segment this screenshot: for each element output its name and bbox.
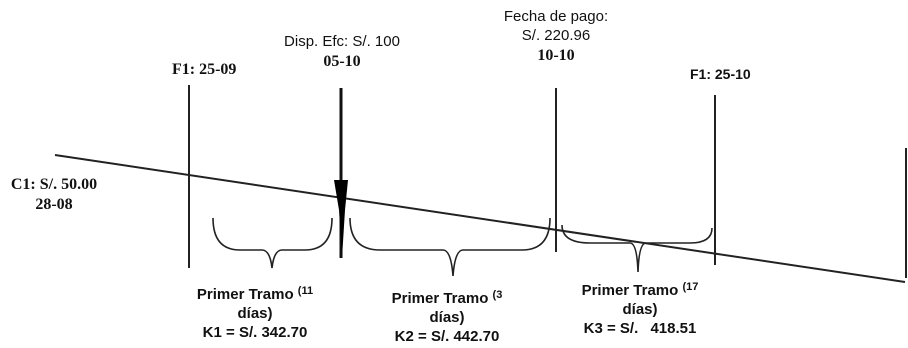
- tramo-3-label: Primer Tramo (17 días) K3 = S/. 418.51: [560, 281, 720, 338]
- f1-sep-label: F1: 25-09: [172, 61, 237, 78]
- brace-tramo-3: [561, 224, 713, 273]
- disp-amount: Disp. Efc: S/. 100: [284, 33, 400, 50]
- tramo-2-days-num: (3: [492, 289, 503, 301]
- disp-label: Disp. Efc: S/. 100 05-10: [262, 33, 422, 72]
- tramo-1-days-word: días): [237, 304, 273, 322]
- payment-label: Fecha de pago: S/. 220.96 10-10: [476, 8, 636, 66]
- tramo-3-k-prefix: K3 = S/.: [583, 319, 639, 337]
- tramo-1-title: Primer Tramo: [196, 286, 294, 303]
- disp-date: 05-10: [323, 52, 361, 70]
- tramo-2-days-word: días): [429, 308, 465, 326]
- tramo-3-title: Primer Tramo: [581, 282, 679, 299]
- tramo-1-k: K1 = S/. 342.70: [202, 323, 308, 341]
- brace-tramo-1: [212, 217, 333, 269]
- tramo-3-k-value: 418.51: [650, 319, 697, 337]
- f1-oct-label: F1: 25-10: [690, 66, 751, 82]
- payment-date: 10-10: [537, 46, 575, 64]
- payment-title: Fecha de pago:: [503, 8, 609, 25]
- c1-amount: C1: S/. 50.00: [10, 176, 98, 193]
- tramo-2-title: Primer Tramo: [391, 290, 489, 307]
- c1-date: 28-08: [35, 196, 73, 213]
- brace-tramo-2: [349, 217, 551, 277]
- tramo-1-label: Primer Tramo (11 días) K1 = S/. 342.70: [180, 285, 330, 342]
- c1-label: C1: S/. 50.00 28-08: [4, 175, 104, 215]
- payment-amount: S/. 220.96: [521, 26, 591, 44]
- timeline-axis: [54, 154, 906, 283]
- tramo-3-days-word: días): [622, 300, 658, 318]
- disp-marker: [334, 180, 348, 258]
- tramo-2-k: K2 = S/. 442.70: [394, 327, 500, 345]
- tramo-2-label: Primer Tramo (3 días) K2 = S/. 442.70: [372, 289, 522, 346]
- tramo-1-days-num: (11: [297, 285, 314, 297]
- tramo-3-days-num: (17: [682, 281, 699, 293]
